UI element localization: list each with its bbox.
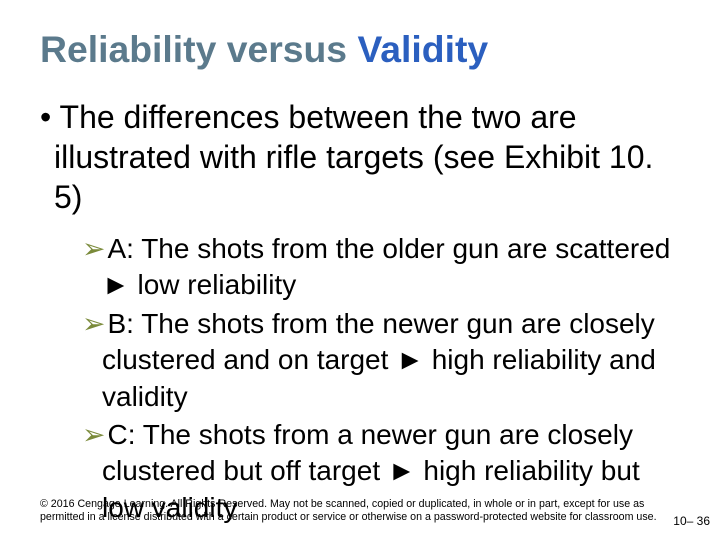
sub-bullet-text-pre: A: The shots from the older gun are scat…	[107, 233, 670, 264]
chevron-icon: ➢	[82, 308, 105, 339]
main-bullet: The differences between the two are illu…	[54, 97, 680, 217]
slide-title: Reliability versus Validity	[40, 28, 680, 71]
sub-bullet-a: ➢A: The shots from the older gun are sca…	[102, 231, 680, 304]
page-number: 10– 36	[673, 514, 710, 528]
arrow-icon: ►	[102, 269, 130, 300]
title-word-1: Reliability	[40, 28, 216, 70]
footer: © 2016 Cengage Learning. All Rights Rese…	[40, 498, 680, 524]
arrow-icon: ►	[396, 344, 424, 375]
copyright-text: © 2016 Cengage Learning. All Rights Rese…	[40, 498, 680, 524]
sub-bullet-b: ➢B: The shots from the newer gun are clo…	[102, 306, 680, 415]
sub-bullet-text-post: low reliability	[130, 269, 297, 300]
arrow-icon: ►	[388, 455, 416, 486]
title-word-3: Validity	[357, 28, 488, 70]
chevron-icon: ➢	[82, 233, 105, 264]
title-word-2: versus	[227, 28, 347, 70]
slide: Reliability versus Validity The differen…	[0, 0, 720, 540]
sub-bullet-list: ➢A: The shots from the older gun are sca…	[82, 231, 680, 526]
chevron-icon: ➢	[82, 419, 105, 450]
